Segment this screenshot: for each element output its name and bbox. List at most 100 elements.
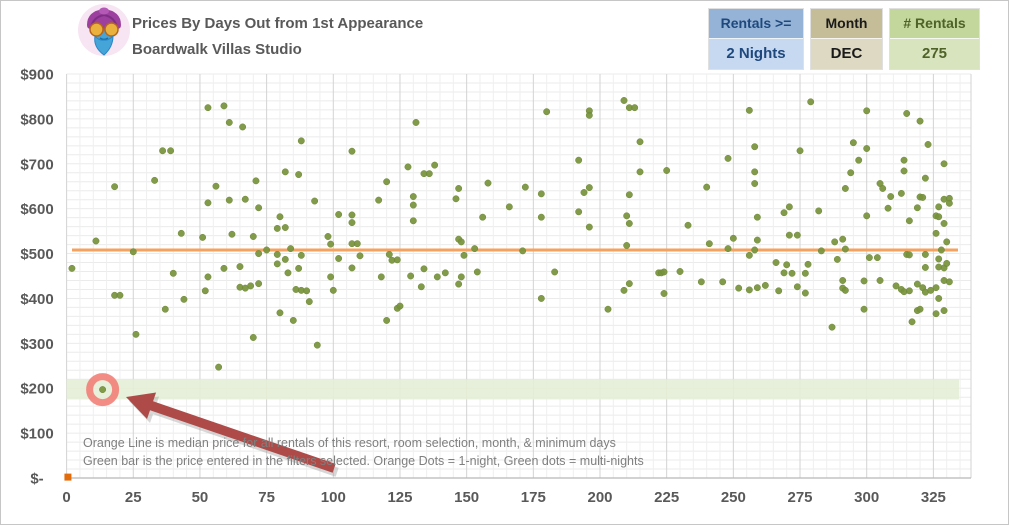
rental-point bbox=[932, 284, 940, 292]
rental-point bbox=[129, 248, 137, 256]
filter-month: Month DEC bbox=[810, 8, 883, 70]
rental-point bbox=[239, 123, 247, 131]
rental-point bbox=[431, 161, 439, 169]
y-tick-label: $900 bbox=[20, 66, 53, 83]
rental-point bbox=[383, 316, 391, 324]
rental-point bbox=[945, 278, 953, 286]
rental-point bbox=[817, 247, 825, 255]
rental-point bbox=[252, 177, 260, 185]
rental-point bbox=[916, 117, 924, 125]
rental-point bbox=[660, 290, 668, 297]
arrow-annotation bbox=[126, 392, 339, 477]
rental-point bbox=[815, 207, 823, 215]
filter-min-nights-value[interactable]: 2 Nights bbox=[709, 39, 803, 69]
rental-point bbox=[924, 141, 932, 148]
rental-point bbox=[719, 278, 727, 286]
rental-point bbox=[884, 204, 892, 212]
rental-point bbox=[377, 273, 385, 281]
rental-point bbox=[204, 199, 212, 207]
rental-point bbox=[575, 208, 583, 216]
rental-point bbox=[620, 286, 628, 294]
rental-point bbox=[289, 316, 297, 324]
highlight-ring bbox=[86, 373, 120, 407]
rental-point bbox=[751, 246, 759, 254]
rental-point bbox=[457, 273, 465, 281]
annotation-line: Orange Line is median price for all rent… bbox=[83, 436, 616, 450]
rental-point bbox=[241, 195, 249, 203]
rental-point bbox=[705, 240, 713, 248]
annotation-line: Green bar is the price entered in the fi… bbox=[83, 454, 644, 468]
chart-title: Prices By Days Out from 1st Appearance bbox=[132, 15, 424, 32]
rental-point bbox=[393, 256, 401, 264]
rental-point bbox=[537, 190, 545, 198]
rental-point bbox=[457, 238, 465, 246]
rental-point bbox=[729, 234, 737, 242]
rental-point bbox=[860, 277, 868, 285]
rental-point bbox=[151, 176, 159, 184]
rental-point bbox=[409, 201, 417, 209]
rental-point bbox=[945, 199, 953, 207]
rental-point bbox=[623, 242, 631, 249]
rental-point bbox=[473, 268, 481, 276]
rental-point bbox=[255, 250, 263, 258]
rental-point bbox=[281, 224, 289, 231]
rental-point bbox=[404, 163, 412, 171]
x-tick-label: 125 bbox=[387, 489, 412, 506]
rental-point bbox=[943, 259, 951, 267]
rental-point bbox=[537, 213, 545, 221]
rental-point bbox=[783, 261, 791, 269]
rental-point bbox=[225, 196, 233, 204]
rental-point bbox=[751, 180, 759, 187]
rental-point bbox=[551, 268, 559, 276]
rental-point bbox=[99, 386, 107, 394]
filter-month-value[interactable]: DEC bbox=[811, 39, 882, 69]
rental-point bbox=[177, 229, 185, 237]
rental-point bbox=[908, 318, 916, 326]
rental-point bbox=[484, 179, 492, 187]
rental-point bbox=[860, 305, 868, 313]
rental-point bbox=[585, 184, 593, 192]
rental-point bbox=[932, 310, 940, 318]
rental-point bbox=[409, 217, 417, 225]
rental-point bbox=[828, 323, 836, 331]
rental-point bbox=[324, 233, 332, 240]
rental-point bbox=[833, 255, 841, 263]
rental-point bbox=[356, 252, 364, 260]
rental-point bbox=[841, 185, 849, 192]
filter-month-label: Month bbox=[811, 9, 882, 39]
rental-point bbox=[807, 98, 815, 106]
rental-point bbox=[204, 104, 212, 112]
rental-point bbox=[241, 284, 249, 292]
rental-point bbox=[335, 255, 343, 262]
rental-point bbox=[745, 106, 753, 114]
rental-point bbox=[273, 251, 281, 258]
y-tick-label: $600 bbox=[20, 201, 53, 218]
x-tick-label: 25 bbox=[125, 489, 142, 506]
rental-point bbox=[220, 102, 228, 110]
rental-point bbox=[940, 160, 948, 168]
rental-point bbox=[849, 139, 857, 147]
rental-point bbox=[452, 195, 460, 203]
rental-point bbox=[625, 220, 633, 227]
rental-point bbox=[625, 191, 633, 199]
one-night-marker bbox=[64, 473, 72, 481]
one-night-point bbox=[64, 473, 72, 481]
rental-point bbox=[935, 203, 943, 211]
rental-point bbox=[905, 251, 913, 259]
rental-point bbox=[676, 268, 684, 275]
rental-point bbox=[199, 233, 207, 241]
rental-point bbox=[255, 280, 263, 288]
rental-point bbox=[863, 145, 871, 152]
rental-point bbox=[255, 204, 263, 212]
rental-point bbox=[249, 233, 257, 240]
rental-point bbox=[905, 287, 913, 295]
rental-point bbox=[753, 284, 761, 292]
rental-point bbox=[276, 213, 284, 221]
rental-point bbox=[505, 203, 513, 211]
rental-point bbox=[921, 174, 929, 182]
rental-point bbox=[225, 119, 233, 126]
rental-point bbox=[775, 287, 783, 295]
rental-point bbox=[329, 286, 337, 294]
rental-point bbox=[327, 273, 335, 281]
